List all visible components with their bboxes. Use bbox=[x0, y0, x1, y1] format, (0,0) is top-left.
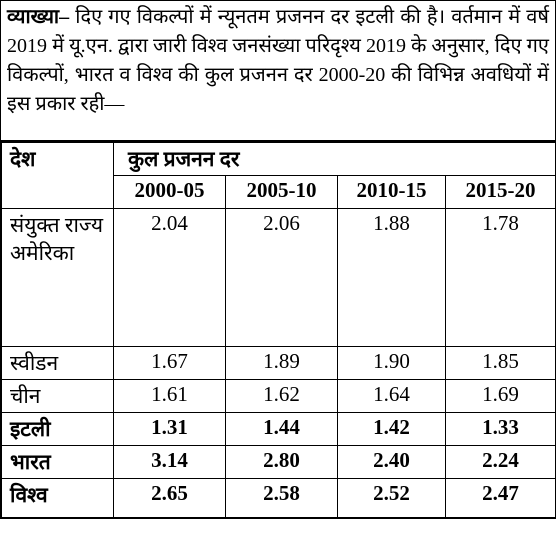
country-cell: भारत bbox=[1, 445, 114, 479]
value-cell: 2.47 bbox=[444, 478, 556, 518]
value-cell: 2.24 bbox=[444, 445, 556, 479]
value-cell: 2.40 bbox=[337, 445, 446, 479]
group-header: कुल प्रजनन दर bbox=[112, 142, 556, 176]
value-cell: 1.64 bbox=[337, 379, 446, 413]
value-cell: 1.85 bbox=[444, 346, 556, 380]
table-body: संयुक्त राज्य अमेरिका 2.04 2.06 1.88 1.78 स्व… bbox=[1, 208, 556, 518]
country-cell: विश्व bbox=[1, 478, 114, 518]
value-cell: 1.67 bbox=[113, 346, 226, 380]
value-cell: 1.33 bbox=[444, 412, 556, 446]
value-cell: 1.42 bbox=[337, 412, 446, 446]
value-cell: 2.06 bbox=[225, 208, 338, 347]
table-row: इटली 1.31 1.44 1.42 1.33 bbox=[1, 412, 556, 446]
value-cell: 1.69 bbox=[444, 379, 556, 413]
explanation-text: दिए गए विकल्पों में न्यूनतम प्रजनन दर इट… bbox=[7, 6, 549, 115]
value-cell: 1.88 bbox=[337, 208, 446, 347]
table-row: स्वीडन 1.67 1.89 1.90 1.85 bbox=[1, 346, 556, 380]
value-cell: 2.58 bbox=[225, 478, 338, 518]
value-cell: 2.52 bbox=[337, 478, 446, 518]
country-cell: इटली bbox=[1, 412, 114, 446]
value-cell: 1.78 bbox=[444, 208, 556, 347]
explanation: व्याख्या– दिए गए विकल्पों में न्यूनतम प्… bbox=[1, 1, 555, 142]
value-cell: 3.14 bbox=[113, 445, 226, 479]
period-header: 2015-20 bbox=[444, 175, 556, 209]
table-row: विश्व 2.65 2.58 2.52 2.47 bbox=[1, 478, 556, 518]
country-cell: स्वीडन bbox=[1, 346, 114, 380]
value-cell: 1.62 bbox=[225, 379, 338, 413]
table-row: संयुक्त राज्य अमेरिका 2.04 2.06 1.88 1.78 bbox=[1, 208, 556, 347]
table-head: देश कुल प्रजनन दर 2000-05 2005-10 2010-15 2… bbox=[1, 142, 556, 209]
value-cell: 1.61 bbox=[113, 379, 226, 413]
explanation-label: व्याख्या– bbox=[7, 6, 70, 28]
country-cell: संयुक्त राज्य अमेरिका bbox=[1, 208, 114, 347]
period-header: 2000-05 bbox=[113, 175, 226, 209]
value-cell: 1.89 bbox=[225, 346, 338, 380]
answer-box: व्याख्या– दिए गए विकल्पों में न्यूनतम प्… bbox=[0, 0, 556, 519]
fertility-table: देश कुल प्रजनन दर 2000-05 2005-10 2010-15 2… bbox=[1, 142, 556, 518]
value-cell: 2.80 bbox=[225, 445, 338, 479]
value-cell: 1.31 bbox=[113, 412, 226, 446]
period-header: 2005-10 bbox=[225, 175, 338, 209]
country-header: देश bbox=[1, 142, 114, 209]
value-cell: 2.04 bbox=[113, 208, 226, 347]
table-row: भारत 3.14 2.80 2.40 2.24 bbox=[1, 445, 556, 479]
value-cell: 1.90 bbox=[337, 346, 446, 380]
country-cell: चीन bbox=[1, 379, 114, 413]
value-cell: 1.44 bbox=[225, 412, 338, 446]
table-row: चीन 1.61 1.62 1.64 1.69 bbox=[1, 379, 556, 413]
value-cell: 2.65 bbox=[113, 478, 226, 518]
header-row: देश कुल प्रजनन दर bbox=[1, 142, 556, 209]
period-header: 2010-15 bbox=[337, 175, 446, 209]
